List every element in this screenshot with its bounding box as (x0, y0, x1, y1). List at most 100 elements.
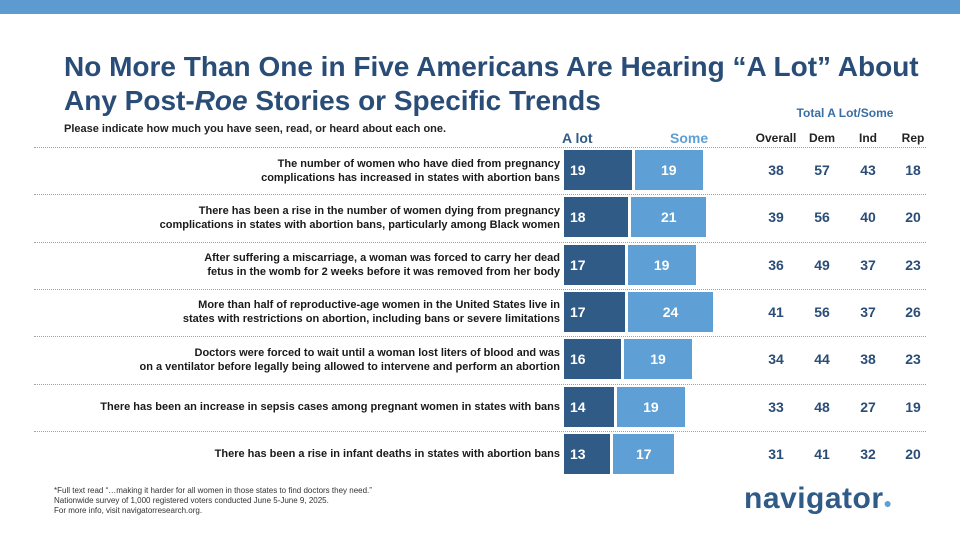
row-separator (34, 383, 926, 385)
total-overall-value: 33 (768, 398, 784, 415)
category-label-text: More than half of reproductive-age women… (183, 298, 560, 326)
bar-some: 19 (616, 386, 685, 427)
title-line-2: Any Post-Roe Stories or Specific Trends (64, 84, 944, 118)
category-label-line: There has been an increase in sepsis cas… (100, 401, 560, 413)
total-ind-value: 37 (860, 256, 876, 273)
total-overall-value: 34 (768, 351, 784, 368)
top-accent-bar (0, 0, 960, 14)
bar-a-lot: 18 (564, 197, 629, 238)
legend-some: Some (670, 130, 709, 146)
category-label-text: There has been an increase in sepsis cas… (100, 400, 560, 414)
bar-a-lot: 17 (564, 291, 625, 332)
bar-a-lot-value: 17 (570, 256, 586, 273)
category-label-line: on a ventilator before legally being all… (139, 360, 560, 373)
category-label: After suffering a miscarriage, a woman w… (34, 242, 560, 289)
chart-row: There has been an increase in sepsis cas… (34, 383, 926, 431)
total-ind-value: 32 (860, 445, 876, 462)
navigator-logo: navigator● (744, 482, 893, 516)
bar-some-value: 17 (635, 445, 652, 462)
totals-col-rep: Rep (901, 131, 925, 145)
total-rep-value: 19 (905, 398, 921, 415)
footnote-1: *Full text read “…making it harder for a… (54, 486, 372, 495)
category-label-text: After suffering a miscarriage, a woman w… (204, 251, 560, 279)
row-separator (34, 241, 926, 243)
total-dem-value: 44 (814, 351, 830, 368)
total-dem-value: 41 (814, 445, 830, 462)
footnote-2: Nationwide survey of 1,000 registered vo… (54, 496, 329, 505)
chart-subtitle: Please indicate how much you have seen, … (64, 123, 447, 135)
row-separator (34, 336, 926, 338)
bar-some: 17 (613, 433, 675, 474)
total-overall-value: 36 (768, 256, 784, 273)
total-overall-value: 39 (768, 209, 784, 226)
bar-a-lot: 16 (564, 339, 622, 380)
title-line-2-emphasis: Roe (194, 85, 248, 116)
total-rep-value: 23 (905, 256, 921, 273)
chart-row: After suffering a miscarriage, a woman w… (34, 241, 926, 289)
category-label-text: There has been a rise in infant deaths i… (215, 447, 560, 461)
total-rep-value: 18 (905, 162, 921, 178)
footnotes: *Full text read “…making it harder for a… (54, 486, 372, 516)
category-label: Doctors were forced to wait until a woma… (34, 336, 560, 383)
total-rep-value: 20 (905, 209, 921, 226)
bar-a-lot-value: 18 (570, 209, 586, 226)
category-label: There has been a rise in infant deaths i… (34, 431, 560, 478)
bar-some-value: 21 (660, 209, 677, 226)
footnote-3: For more info, visit navigatorresearch.o… (54, 506, 203, 515)
bar-a-lot-value: 14 (570, 398, 586, 415)
total-ind-value: 37 (860, 303, 876, 320)
category-label-line: The number of women who have died from p… (277, 157, 560, 170)
bar-some: 19 (634, 150, 703, 190)
category-label-line: There has been a rise in the number of w… (198, 204, 560, 217)
totals-title: Total A Lot/Some (796, 106, 894, 120)
total-ind-value: 43 (860, 162, 876, 178)
bar-a-lot: 17 (564, 244, 625, 285)
bar-some-value: 19 (660, 162, 677, 178)
chart-row: More than half of reproductive-age women… (34, 288, 926, 336)
bar-a-lot-value: 17 (570, 303, 586, 320)
category-label-line: fetus in the womb for 2 weeks before it … (207, 266, 560, 279)
category-label-text: Doctors were forced to wait until a woma… (139, 346, 560, 374)
total-ind-value: 40 (860, 209, 876, 226)
row-separator (34, 430, 926, 432)
category-label-line: More than half of reproductive-age women… (198, 299, 560, 312)
category-label: The number of women who have died from p… (34, 147, 560, 194)
bar-some-value: 19 (643, 398, 659, 415)
chart-row: The number of women who have died from p… (34, 147, 926, 194)
category-label: More than half of reproductive-age women… (34, 289, 560, 336)
total-rep-value: 20 (905, 445, 921, 462)
total-overall-value: 31 (768, 445, 784, 462)
chart-row: There has been a rise in infant deaths i… (34, 430, 926, 478)
category-label-line: complications has increased in states wi… (261, 171, 560, 184)
row-separator (34, 194, 926, 196)
totals-col-dem: Dem (808, 131, 835, 145)
category-label-line: Doctors were forced to wait until a woma… (194, 346, 561, 359)
total-dem-value: 49 (814, 256, 830, 273)
category-label-line: There has been a rise in infant deaths i… (214, 448, 560, 461)
logo-dot-icon: ● (883, 495, 893, 511)
category-label-text: There has been a rise in the number of w… (160, 204, 560, 232)
logo-text: navigator (744, 482, 884, 515)
total-overall-value: 41 (768, 303, 784, 320)
bar-some: 24 (627, 291, 714, 332)
row-separator (34, 288, 926, 290)
total-dem-value: 48 (814, 398, 830, 415)
total-rep-value: 23 (905, 351, 921, 368)
total-dem-value: 56 (814, 303, 830, 320)
bar-some-value: 24 (662, 303, 679, 320)
bar-a-lot-value: 16 (570, 351, 586, 368)
total-ind-value: 27 (860, 398, 876, 415)
legend-a-lot: A lot (562, 130, 593, 146)
totals-col-overall: Overall (755, 131, 797, 145)
bar-a-lot: 13 (564, 433, 611, 474)
title-line-1: No More Than One in Five Americans Are H… (64, 51, 919, 82)
bar-a-lot-value: 19 (570, 162, 586, 178)
bar-some-value: 19 (650, 351, 666, 368)
category-label-line: After suffering a miscarriage, a woman w… (204, 252, 560, 265)
bar-some: 19 (627, 244, 696, 285)
total-overall-value: 38 (768, 162, 784, 178)
row-separator (34, 147, 926, 148)
chart-row: Doctors were forced to wait until a woma… (34, 336, 926, 383)
title-line-2-pre: Any Post- (64, 85, 195, 116)
category-label: There has been a rise in the number of w… (34, 194, 560, 241)
